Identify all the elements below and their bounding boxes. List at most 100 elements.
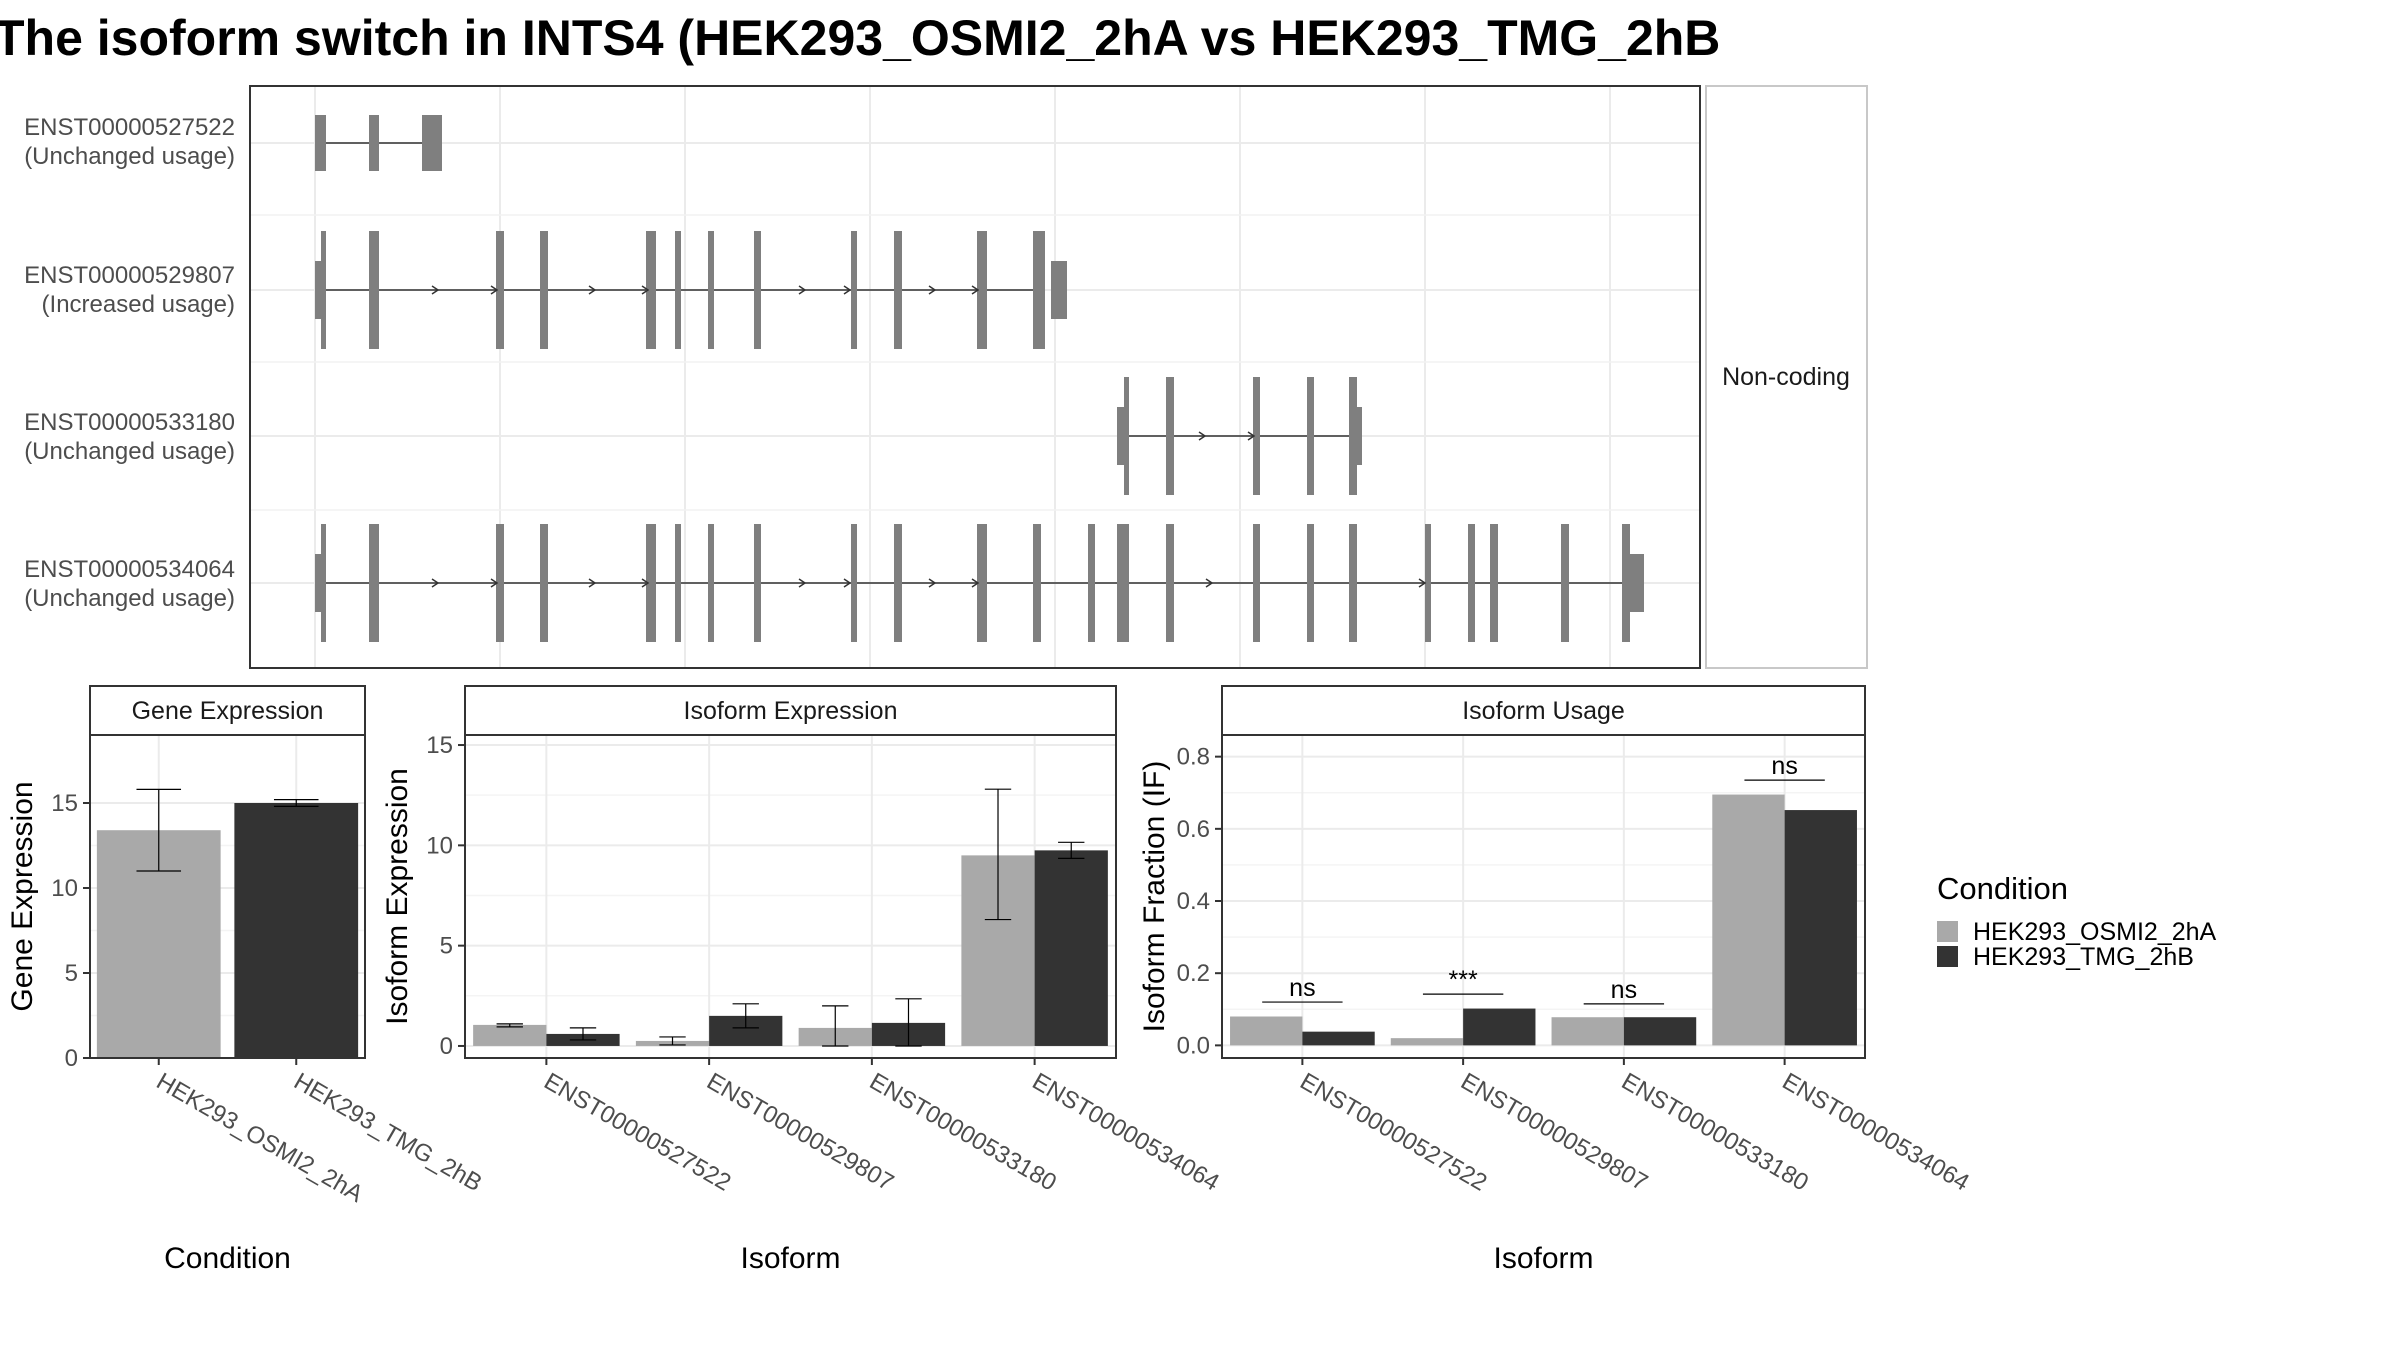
panel-strip — [1221, 685, 1866, 736]
exon-block — [1622, 524, 1630, 642]
structure-panel-border — [249, 85, 1701, 669]
exon-block — [1307, 524, 1314, 642]
exon-block — [1349, 524, 1357, 642]
legend-label-osmi2: HEK293_OSMI2_2hA — [1973, 918, 2217, 946]
legend-swatch-tmg — [1937, 946, 1958, 967]
bar — [1463, 1008, 1536, 1046]
y-tick-label: 15 — [51, 790, 78, 817]
panel-strip — [89, 685, 366, 736]
exon-block — [321, 231, 326, 349]
panel-strip — [464, 685, 1117, 736]
bar — [1784, 810, 1857, 1046]
transcript-structure-panel: ENST00000527522 (Unchanged usage) ENST00… — [24, 85, 1868, 669]
exon-block — [1033, 231, 1041, 349]
exon-block — [646, 524, 656, 642]
legend-title: Condition — [1937, 871, 2068, 906]
bar — [1551, 1017, 1624, 1046]
exon-block — [1166, 524, 1174, 642]
direction-arrow — [798, 285, 807, 295]
legend-swatch-osmi2 — [1937, 921, 1958, 942]
transcript-status-label: (Unchanged usage) — [24, 585, 235, 612]
exon-block — [1468, 524, 1475, 642]
y-axis-title: Gene Expression — [6, 781, 39, 1011]
direction-arrow — [1198, 431, 1207, 441]
transcript-id-label: ENST00000533180 — [24, 409, 235, 436]
exon-block — [1040, 231, 1045, 349]
transcript-id-label: ENST00000529807 — [24, 262, 235, 289]
direction-arrow — [1247, 431, 1256, 441]
exon-block — [1051, 261, 1067, 319]
bar — [1623, 1017, 1697, 1046]
exon-block — [369, 231, 379, 349]
x-axis-title: Isoform — [740, 1242, 840, 1275]
exon-block — [369, 115, 379, 171]
exon-block — [1561, 524, 1569, 642]
exon-block — [321, 524, 326, 642]
exon-block — [675, 231, 681, 349]
direction-arrow — [1205, 578, 1214, 588]
bar — [1230, 1016, 1303, 1046]
y-axis-title: Isoform Expression — [381, 768, 414, 1025]
bar — [1034, 850, 1108, 1046]
exon-block — [1124, 377, 1129, 495]
panel-strip-title: Isoform Expression — [684, 697, 898, 725]
exon-block — [496, 231, 504, 349]
exon-block — [646, 231, 656, 349]
transcript-id-label: ENST00000527522 — [24, 114, 235, 141]
exon-block — [754, 524, 761, 642]
direction-arrow — [971, 578, 980, 588]
exon-block — [315, 115, 326, 171]
significance-label: ns — [1289, 974, 1315, 1002]
y-tick-label: 10 — [426, 832, 453, 859]
transcript-status-label: (Increased usage) — [42, 291, 235, 318]
exon-block — [851, 231, 857, 349]
exon-block — [708, 231, 714, 349]
bar — [1712, 794, 1785, 1046]
x-axis-title: Isoform — [1493, 1242, 1593, 1275]
direction-arrow — [490, 578, 499, 588]
direction-arrow — [588, 578, 597, 588]
direction-arrow — [928, 285, 937, 295]
direction-arrow — [843, 578, 852, 588]
panel-strip-title: Isoform Usage — [1462, 697, 1625, 725]
exon-block — [1490, 524, 1498, 642]
exon-block — [708, 524, 714, 642]
transcript-id-label: ENST00000534064 — [24, 556, 235, 583]
bar — [1390, 1038, 1464, 1046]
y-tick-label: 0.4 — [1177, 888, 1210, 915]
direction-arrow — [971, 285, 980, 295]
bar — [234, 803, 359, 1058]
exon-block — [315, 554, 322, 612]
significance-label: ns — [1771, 752, 1797, 780]
exon-block — [1166, 377, 1174, 495]
direction-arrow — [798, 578, 807, 588]
exon-block — [894, 231, 902, 349]
exon-block — [1253, 524, 1260, 642]
exon-block — [1630, 554, 1644, 612]
significance-label: ns — [1611, 976, 1637, 1004]
y-tick-label: 0.0 — [1177, 1032, 1210, 1059]
transcript-status-label: (Unchanged usage) — [24, 143, 235, 170]
exon-block — [540, 524, 548, 642]
legend: Condition HEK293_OSMI2_2hA HEK293_TMG_2h… — [1937, 871, 2217, 971]
direction-arrow — [843, 285, 852, 295]
bar — [473, 1024, 547, 1046]
direction-arrow — [641, 285, 650, 295]
figure-title: The isoform switch in INTS4 (HEK293_OSMI… — [0, 10, 1720, 66]
y-tick-label: 0.6 — [1177, 816, 1210, 843]
exon-block — [315, 261, 322, 319]
transcript-labels: ENST00000527522 (Unchanged usage) ENST00… — [24, 114, 235, 612]
strip-label-noncoding: Non-coding — [1722, 363, 1850, 391]
y-tick-label: 5 — [440, 933, 453, 960]
direction-arrow — [490, 285, 499, 295]
exon-block — [1117, 524, 1129, 642]
exon-block — [894, 524, 902, 642]
strip-box — [1705, 85, 1868, 669]
exon-block — [675, 524, 681, 642]
direction-arrow — [1418, 578, 1427, 588]
gene-expression-panel: Gene Expression051015HEK293_OSMI2_2hAHEK… — [6, 685, 486, 1275]
structure-plot-area — [250, 86, 1700, 668]
panel-border — [1221, 734, 1866, 1059]
